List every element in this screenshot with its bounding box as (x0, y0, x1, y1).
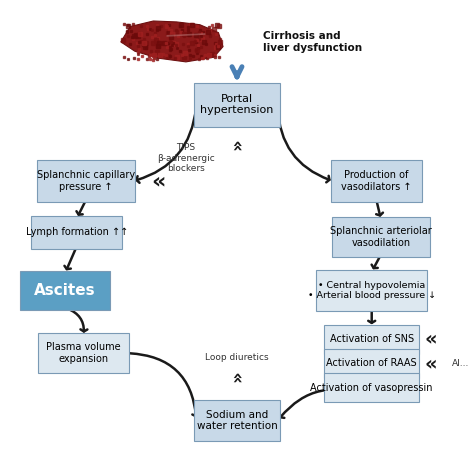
Text: Splanchnic capillary
pressure ↑: Splanchnic capillary pressure ↑ (37, 171, 135, 192)
Text: Cirrhosis and
liver dysfunction: Cirrhosis and liver dysfunction (263, 31, 362, 53)
Text: Sodium and
water retention: Sodium and water retention (197, 410, 277, 431)
FancyBboxPatch shape (324, 349, 419, 378)
FancyBboxPatch shape (38, 333, 129, 373)
Text: Activation of RAAS: Activation of RAAS (327, 358, 417, 368)
FancyBboxPatch shape (194, 82, 280, 127)
Text: Splanchnic arteriolar
vasodilation: Splanchnic arteriolar vasodilation (330, 226, 432, 248)
Text: Lymph formation ↑↑: Lymph formation ↑↑ (26, 228, 128, 237)
Text: «: « (425, 354, 437, 373)
Text: «: « (151, 171, 165, 191)
Text: Production of
vasodilators ↑: Production of vasodilators ↑ (341, 171, 411, 192)
Text: Ascites: Ascites (34, 283, 96, 298)
Text: Portal
hypertension: Portal hypertension (201, 94, 273, 115)
FancyBboxPatch shape (37, 160, 135, 202)
Text: • Central hypovolemia
• Arterial blood pressure ↓: • Central hypovolemia • Arterial blood p… (308, 281, 436, 300)
FancyBboxPatch shape (332, 217, 430, 257)
Text: »: » (228, 371, 246, 382)
Text: Plasma volume
expansion: Plasma volume expansion (46, 342, 121, 364)
FancyBboxPatch shape (331, 160, 422, 202)
Text: Activation of SNS: Activation of SNS (329, 334, 414, 344)
FancyBboxPatch shape (324, 373, 419, 402)
FancyBboxPatch shape (324, 325, 419, 354)
FancyBboxPatch shape (194, 400, 280, 441)
Polygon shape (121, 21, 223, 62)
FancyBboxPatch shape (316, 270, 428, 311)
Text: TIPS
β-adrenergic
blockers: TIPS β-adrenergic blockers (157, 143, 215, 173)
FancyBboxPatch shape (20, 271, 110, 310)
Text: Activation of vasopressin: Activation of vasopressin (310, 383, 433, 392)
Text: Al...: Al... (452, 359, 469, 368)
Text: »: » (228, 138, 246, 150)
Text: «: « (425, 330, 437, 349)
Text: Loop diuretics: Loop diuretics (205, 353, 269, 362)
FancyBboxPatch shape (31, 216, 122, 248)
